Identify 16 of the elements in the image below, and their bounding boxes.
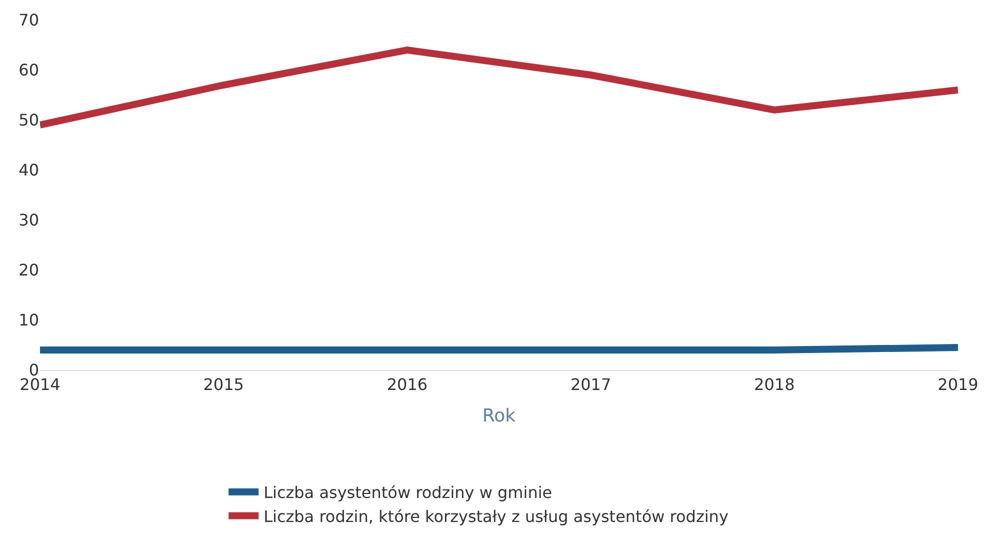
- x-axis-title: Rok: [482, 405, 516, 426]
- y-tick-label: 50: [18, 110, 39, 130]
- y-tick-label: 60: [18, 60, 39, 80]
- x-tick-label: 2019: [938, 375, 978, 394]
- x-tick-label: 2018: [754, 375, 795, 394]
- y-tick-label: 70: [18, 10, 39, 30]
- legend-label: Liczba rodzin, które korzystały z usług asystentów rodziny: [264, 506, 728, 526]
- x-tick-label: 2014: [20, 375, 60, 394]
- y-tick-label: 20: [18, 260, 39, 280]
- x-tick-label: 2015: [203, 375, 244, 394]
- y-tick-label: 10: [18, 310, 39, 330]
- legend-label: Liczba asystentów rodziny w gminie: [264, 483, 552, 502]
- y-tick-label: 40: [18, 160, 39, 180]
- x-tick-label: 2016: [386, 375, 428, 394]
- y-tick-label: 30: [18, 210, 39, 230]
- x-tick-label: 2017: [570, 375, 612, 394]
